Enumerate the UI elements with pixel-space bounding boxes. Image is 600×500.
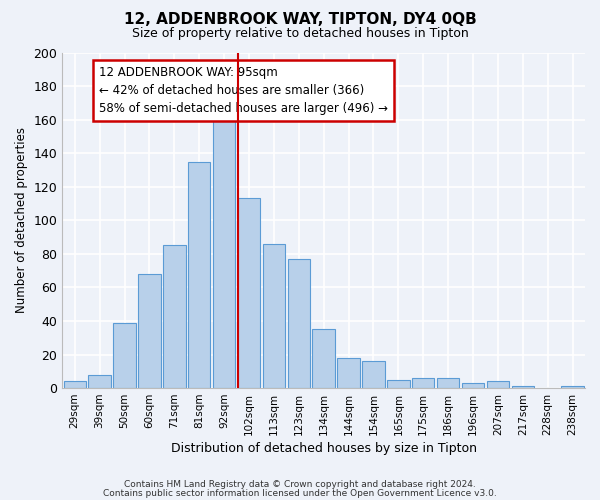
Text: 12 ADDENBROOK WAY: 95sqm
← 42% of detached houses are smaller (366)
58% of semi-: 12 ADDENBROOK WAY: 95sqm ← 42% of detach… <box>99 66 388 115</box>
Bar <box>437 378 460 388</box>
Bar <box>487 382 509 388</box>
Bar <box>287 259 310 388</box>
Bar <box>562 386 584 388</box>
Bar <box>238 198 260 388</box>
Bar <box>163 246 185 388</box>
Bar <box>362 361 385 388</box>
Bar <box>387 380 410 388</box>
Bar <box>337 358 360 388</box>
Bar <box>113 322 136 388</box>
Text: Contains HM Land Registry data © Crown copyright and database right 2024.: Contains HM Land Registry data © Crown c… <box>124 480 476 489</box>
Bar <box>462 383 484 388</box>
X-axis label: Distribution of detached houses by size in Tipton: Distribution of detached houses by size … <box>170 442 476 455</box>
Text: Size of property relative to detached houses in Tipton: Size of property relative to detached ho… <box>131 28 469 40</box>
Y-axis label: Number of detached properties: Number of detached properties <box>15 128 28 314</box>
Text: Contains public sector information licensed under the Open Government Licence v3: Contains public sector information licen… <box>103 488 497 498</box>
Bar <box>213 120 235 388</box>
Bar <box>263 244 285 388</box>
Bar <box>512 386 534 388</box>
Bar <box>412 378 434 388</box>
Bar <box>313 330 335 388</box>
Bar <box>64 382 86 388</box>
Text: 12, ADDENBROOK WAY, TIPTON, DY4 0QB: 12, ADDENBROOK WAY, TIPTON, DY4 0QB <box>124 12 476 28</box>
Bar <box>88 374 111 388</box>
Bar <box>138 274 161 388</box>
Bar <box>188 162 211 388</box>
